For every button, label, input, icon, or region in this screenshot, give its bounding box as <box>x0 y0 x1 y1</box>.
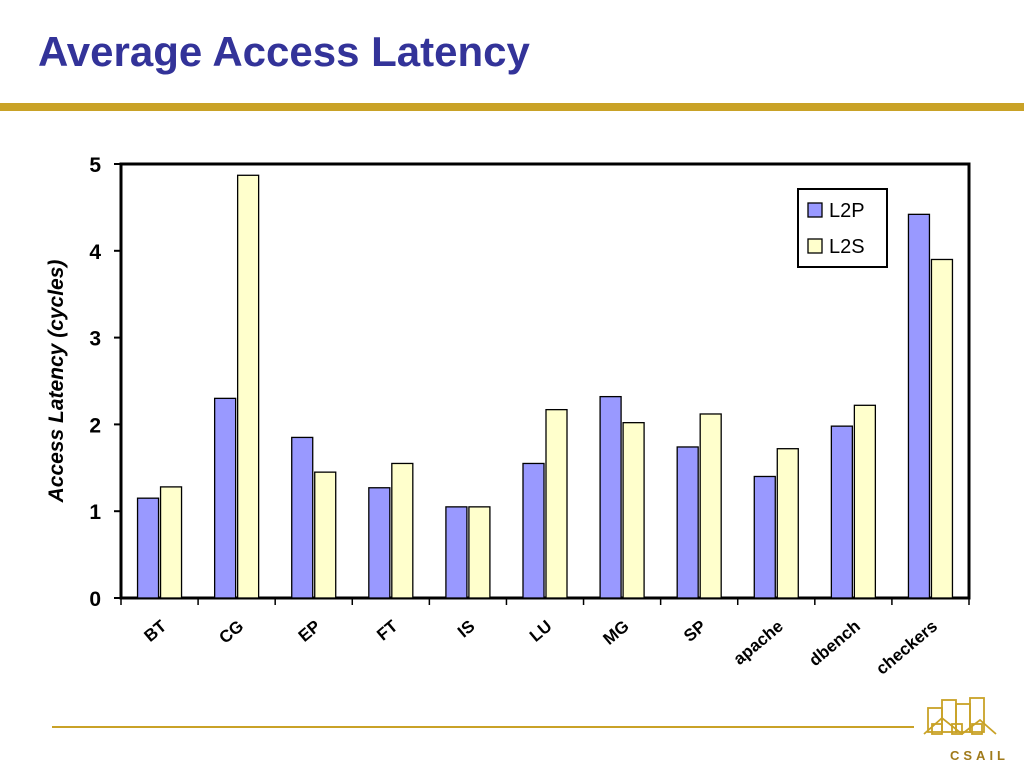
bar-l2s-checkers <box>930 258 954 599</box>
bar-l2s-ft <box>391 462 414 599</box>
x-tick-label: LU <box>526 617 556 646</box>
bar-l2p-bt <box>136 497 160 599</box>
x-tick-label: checkers <box>872 617 941 679</box>
y-axis-label: Access Latency (cycles) <box>45 260 68 504</box>
y-axis: 0 1 2 3 4 5 <box>89 154 121 611</box>
bar-series <box>136 174 954 599</box>
legend-box <box>797 188 888 268</box>
y-tick-label: 2 <box>89 414 101 437</box>
bar-l2p-cg <box>213 397 237 599</box>
bar-l2p-checkers <box>907 213 931 599</box>
bar-l2p-dbench <box>830 425 854 599</box>
bar-l2p-ft <box>368 487 391 599</box>
x-tick-label: EP <box>295 617 325 646</box>
y-tick-label: 4 <box>89 241 101 264</box>
bar-l2s-bt <box>159 486 183 599</box>
x-tick-label: MG <box>599 617 632 649</box>
bar-l2p-mg <box>599 395 622 599</box>
y-tick-label: 3 <box>89 328 101 351</box>
footer-divider <box>52 726 914 728</box>
bar-l2s-mg <box>622 422 645 599</box>
legend-label-l2p: L2P <box>829 200 865 222</box>
bar-l2s-apache <box>776 448 799 599</box>
y-tick-label: 1 <box>89 501 101 524</box>
x-tick-label: FT <box>373 616 402 644</box>
legend-swatch-l2p <box>807 202 823 218</box>
x-axis: BT CG EP FT IS LU MG SP apache dbench checkers <box>120 598 970 679</box>
bar-l2p-sp <box>676 446 699 599</box>
bar-l2p-ep <box>291 436 314 599</box>
bar-l2s-dbench <box>853 404 877 599</box>
y-tick-label: 5 <box>89 154 101 177</box>
csail-buildings-logo-icon <box>923 697 997 736</box>
y-tick-label: 0 <box>89 588 101 611</box>
bar-l2p-is <box>445 506 468 599</box>
bar-l2s-lu <box>545 408 568 599</box>
legend-label-l2s: L2S <box>829 236 865 258</box>
x-tick-label: SP <box>680 617 710 646</box>
x-tick-label: CG <box>215 617 247 648</box>
plot-area-frame <box>119 162 971 600</box>
bar-l2p-lu <box>522 462 545 599</box>
bar-l2s-cg <box>236 174 260 599</box>
bar-l2s-ep <box>314 471 337 599</box>
x-tick-label: dbench <box>805 617 864 670</box>
x-tick-label: BT <box>141 616 171 646</box>
bar-l2s-sp <box>699 413 722 599</box>
bar-l2s-is <box>468 506 491 599</box>
logo-text: CSAIL <box>950 748 1009 763</box>
bar-l2p-apache <box>753 475 776 599</box>
x-tick-label: IS <box>454 617 479 642</box>
title-divider <box>0 103 1024 111</box>
x-tick-label: apache <box>730 617 787 669</box>
legend: L2P L2S <box>797 188 888 268</box>
legend-swatch-l2s <box>807 238 823 254</box>
slide-title: Average Access Latency <box>38 28 530 75</box>
